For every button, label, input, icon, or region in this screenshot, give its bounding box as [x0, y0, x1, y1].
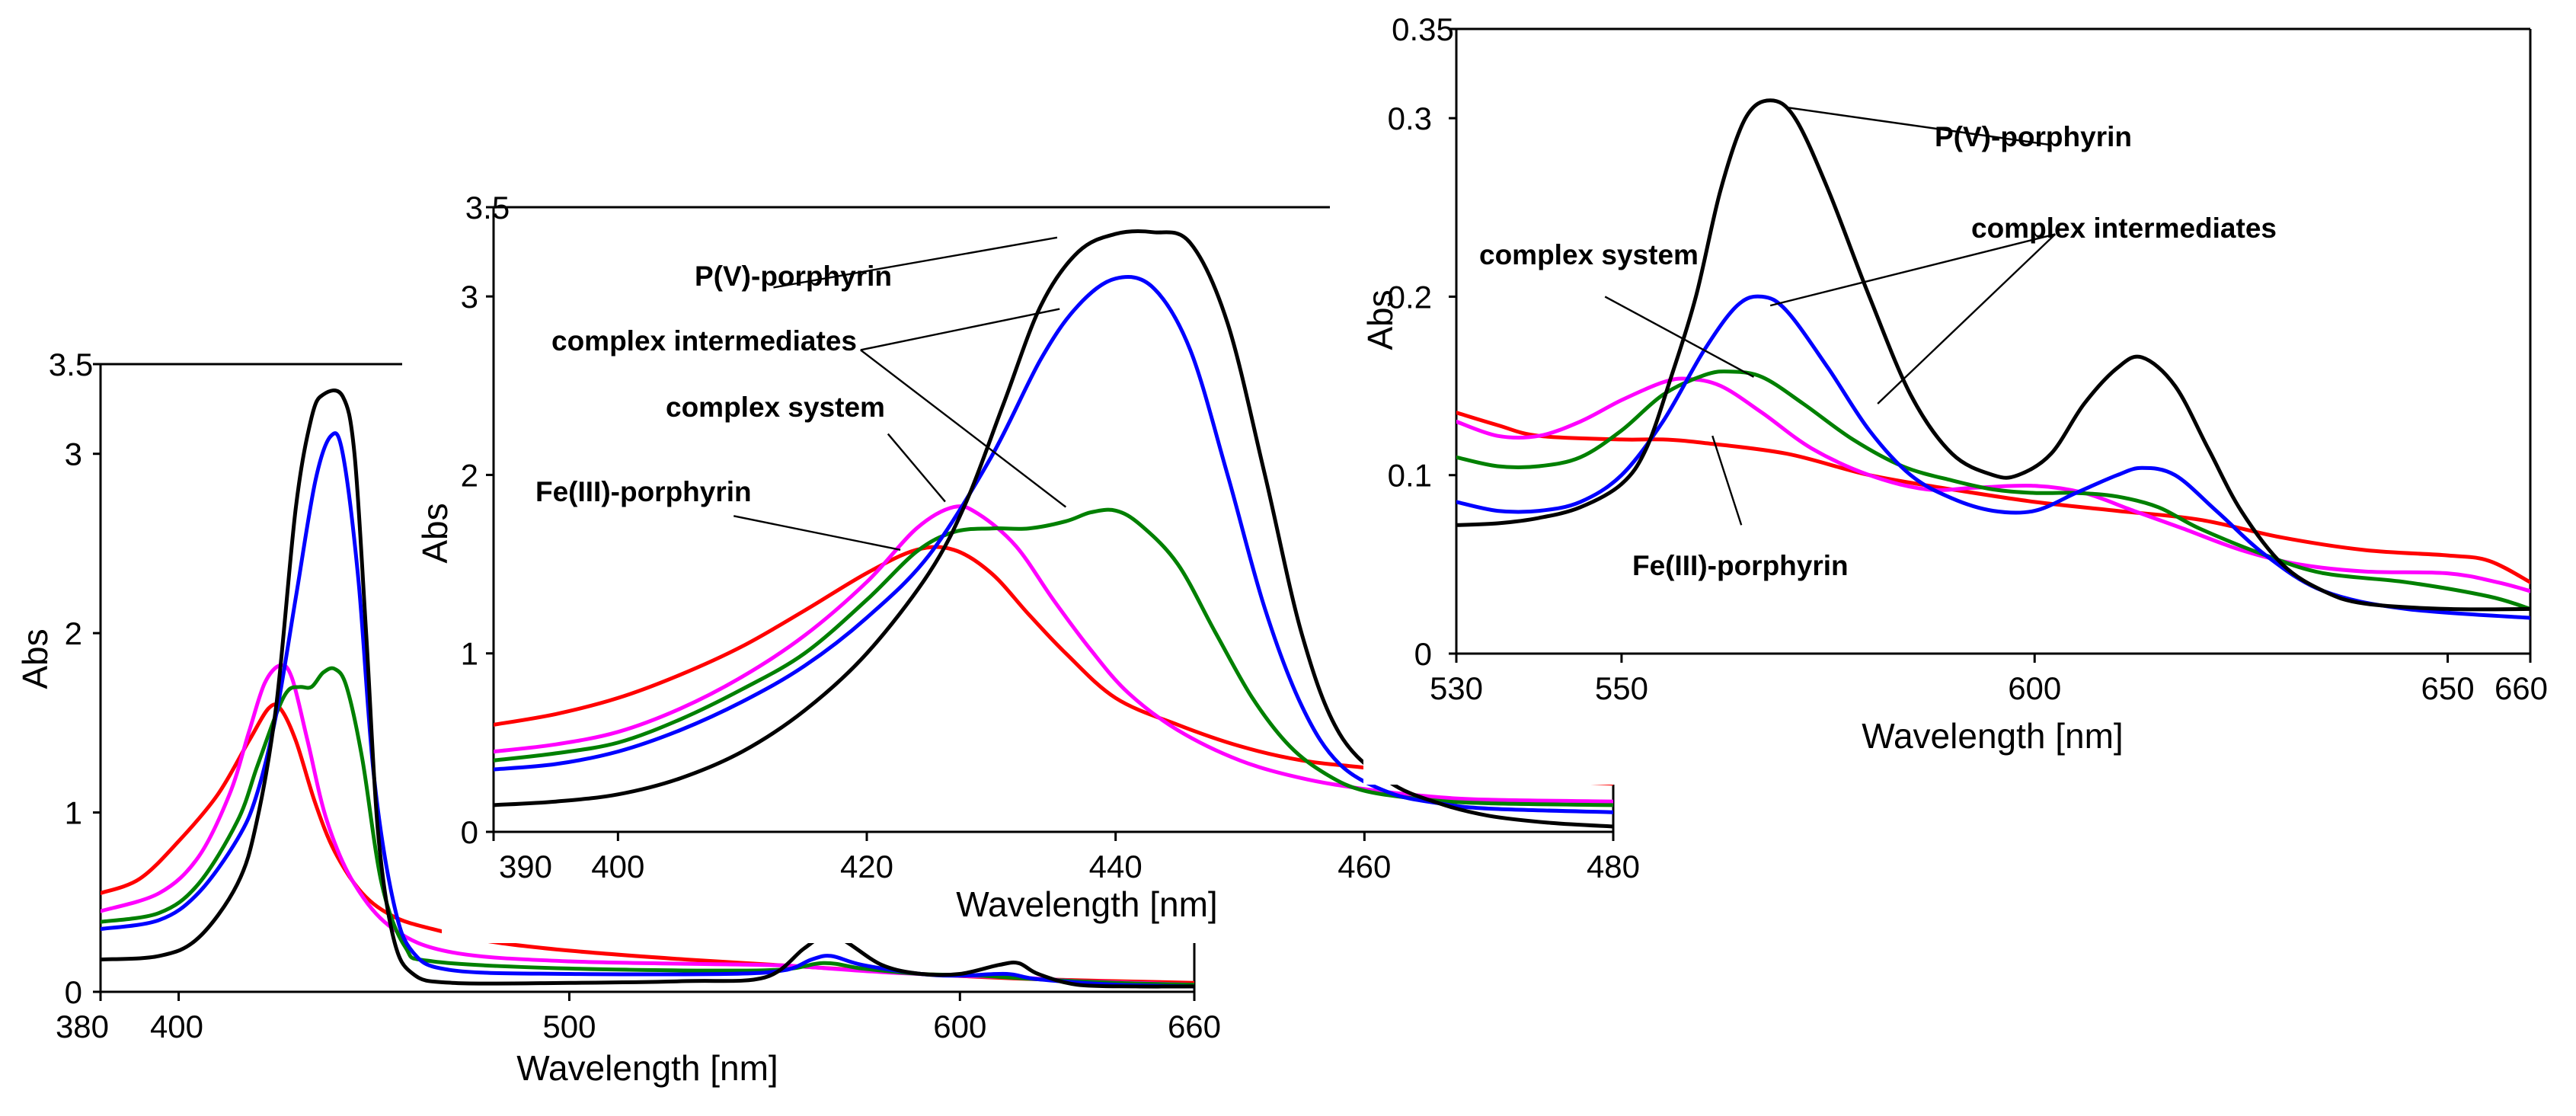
soret-annotation-leader-fe-iii-porphyrin-0	[733, 515, 901, 552]
q-band-series-fe-iii-porphyrin	[1456, 411, 2530, 584]
q-band-annotation-leader-complex-intermediates-1	[1877, 233, 2057, 405]
full-xtick-label-400: 400	[150, 1009, 203, 1044]
q-band-y-axis-title: Abs	[1360, 289, 1400, 350]
q-band-annotation-p-v-porphyrin: P(V)-porphyrin	[1935, 121, 2132, 152]
full-ytick-label-3: 3	[65, 436, 82, 472]
soret-annotation-complex-system: complex system	[666, 392, 885, 423]
q-band-ytick-label-0.1: 0.1	[1388, 458, 1432, 494]
full-y-axis-title: Abs	[15, 628, 55, 689]
soret-xtick-label-460: 460	[1338, 849, 1391, 884]
q-band-annotation-leader-fe-iii-porphyrin-0	[1711, 435, 1743, 526]
q-band-xtick-label-660: 660	[2495, 670, 2548, 706]
full-xtick-label-600: 600	[933, 1009, 986, 1044]
q-band-annotation-fe-iii-porphyrin: Fe(III)-porphyrin	[1632, 550, 1849, 581]
q-band-xtick-label-650: 650	[2421, 670, 2474, 706]
soret-xtick-label-390: 390	[499, 849, 552, 884]
full-series-p-v-porphyrin	[101, 389, 1194, 989]
q-band-panel-background	[1363, 15, 2568, 785]
q-band-x-axis-title: Wavelength [nm]	[1862, 716, 2123, 756]
soret-series-complex-intermediates-green	[494, 507, 1613, 807]
q-band-xtick-label-530: 530	[1430, 670, 1483, 706]
full-xtick-label-660: 660	[1168, 1009, 1221, 1044]
soret-ytick-label-3.5: 3.5	[465, 190, 510, 225]
soret-y-axis-title: Abs	[415, 503, 455, 563]
soret-series-group	[494, 229, 1613, 829]
soret-x-axis-title: Wavelength [nm]	[956, 884, 1217, 924]
soret-xtick-label-400: 400	[591, 849, 644, 884]
q-band-xtick-label-600: 600	[2008, 670, 2061, 706]
q-band-annotation-leader-complex-system-0	[1604, 296, 1755, 378]
q-band-annotation-complex-system: complex system	[1479, 239, 1699, 270]
q-band-series-complex-intermediates-green	[1456, 369, 2530, 611]
q-band-ytick-label-0.2: 0.2	[1388, 279, 1432, 315]
soret-annotation-leader-complex-intermediates-1	[860, 349, 1067, 508]
soret-annotation-fe-iii-porphyrin: Fe(III)-porphyrin	[535, 476, 752, 507]
soret-xtick-label-480: 480	[1587, 849, 1640, 884]
q-band-series-p-v-porphyrin	[1456, 98, 2530, 612]
q-band-annotation-leader-complex-intermediates-0	[1769, 233, 2056, 307]
full-ytick-label-2: 2	[65, 616, 82, 651]
full-ytick-label-3.5: 3.5	[49, 347, 93, 382]
soret-xtick-label-440: 440	[1089, 849, 1143, 884]
q-band-series-complex-system	[1456, 376, 2530, 593]
q-band-inset-chart: 530 550 600 650 660 0 0.1 0.2 0.3 0.35 Wavelength …	[1360, 11, 2568, 785]
soret-annotation-p-v-porphyrin: P(V)-porphyrin	[695, 261, 892, 292]
soret-ytick-label-3: 3	[461, 279, 478, 315]
soret-series-complex-intermediates-blue	[494, 275, 1613, 814]
soret-ytick-label-0: 0	[461, 814, 478, 850]
q-band-ytick-label-0.35: 0.35	[1392, 11, 1454, 47]
q-band-ytick-label-0.3: 0.3	[1388, 101, 1432, 136]
q-band-ytick-label-0: 0	[1414, 636, 1432, 672]
soret-annotation-leader-complex-system-0	[887, 433, 946, 503]
full-spectrum-chart: 380 400 500 600 660 0 1 2 3 3.5 Wavelength [nm] Abs	[15, 347, 1221, 1088]
soret-xtick-label-420: 420	[840, 849, 893, 884]
soret-annotation-leader-complex-intermediates-0	[860, 308, 1060, 351]
soret-annotation-complex-intermediates: complex intermediates	[551, 325, 857, 357]
q-band-series-group	[1456, 98, 2530, 620]
soret-ytick-label-1: 1	[461, 636, 478, 672]
soret-ytick-label-2: 2	[461, 457, 478, 493]
full-xtick-label-500: 500	[542, 1009, 596, 1044]
q-band-xtick-label-550: 550	[1595, 670, 1648, 706]
full-series-group	[101, 389, 1194, 989]
full-ytick-label-0: 0	[65, 974, 82, 1010]
full-xtick-label-380: 380	[56, 1009, 109, 1044]
q-band-annotation-complex-intermediates: complex intermediates	[1971, 213, 2277, 244]
q-band-annotation-leader-p-v-porphyrin-0	[1786, 106, 2052, 146]
full-x-axis-title: Wavelength [nm]	[516, 1048, 778, 1088]
soret-annotation-leader-p-v-porphyrin-0	[773, 236, 1058, 289]
q-band-series-complex-intermediates-blue	[1456, 294, 2530, 620]
full-ytick-label-1: 1	[65, 795, 82, 831]
